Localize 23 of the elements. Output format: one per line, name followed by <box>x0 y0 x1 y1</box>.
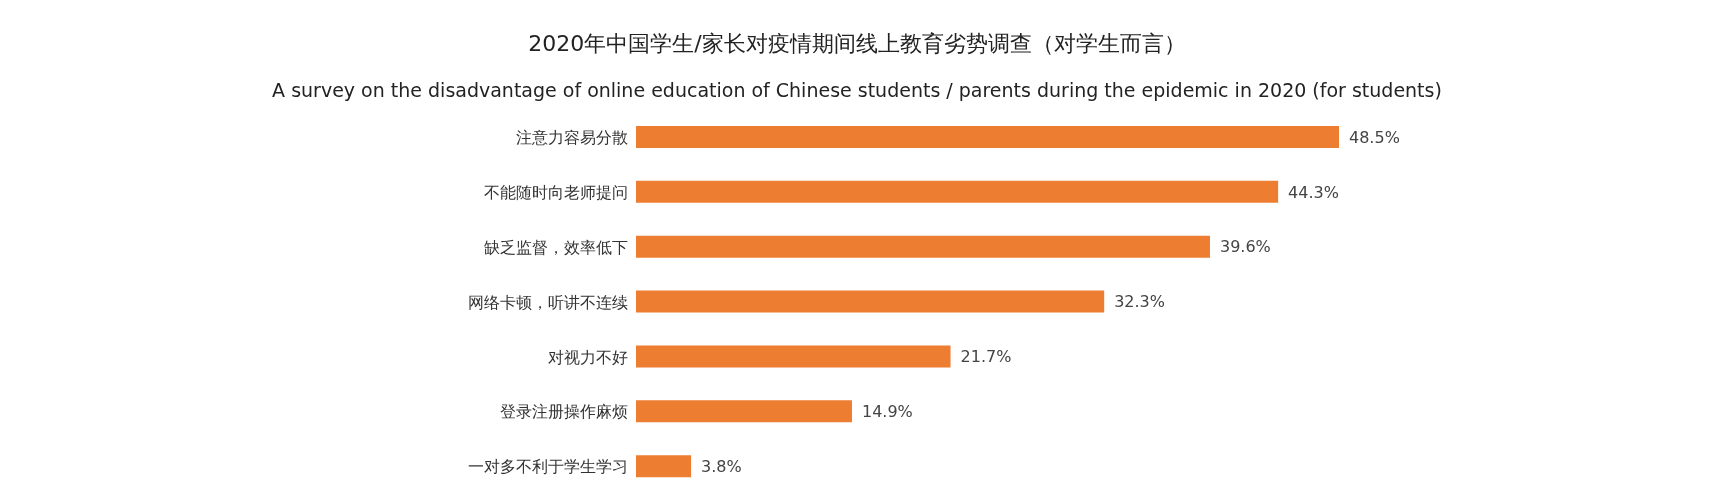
y-tick-label: 登录注册操作麻烦 <box>500 402 628 422</box>
chart-subtitle: A survey on the disadvantage of online education of Chinese students / parents during the epidemic in 2020 (for students) <box>271 78 1443 103</box>
data-label: 32.3% <box>1114 292 1166 312</box>
y-tick-label: 缺乏监督，效率低下 <box>484 237 628 257</box>
y-tick-label: 注意力容易分散 <box>516 128 628 148</box>
chart-title: 2020年中国学生/家长对疫情期间线上教育劣势调查（对学生而言） <box>527 30 1187 58</box>
bar <box>636 235 1210 258</box>
bar <box>636 400 852 423</box>
data-label: 3.8% <box>701 456 742 476</box>
bar <box>636 290 1105 313</box>
data-label: 21.7% <box>960 347 1012 367</box>
y-tick-label: 不能随时向老师提问 <box>484 182 628 202</box>
data-label: 14.9% <box>861 401 913 421</box>
data-label: 48.5% <box>1349 127 1400 147</box>
bar <box>636 180 1279 203</box>
y-tick-label: 对视力不好 <box>548 347 628 367</box>
y-tick-label: 一对多不利于学生学习 <box>468 457 628 477</box>
bar <box>636 455 692 478</box>
data-label: 44.3% <box>1288 182 1339 202</box>
bar <box>636 345 951 368</box>
data-label: 39.6% <box>1220 237 1271 257</box>
bar <box>636 126 1339 148</box>
y-tick-label: 网络卡顿，听讲不连续 <box>468 292 628 312</box>
